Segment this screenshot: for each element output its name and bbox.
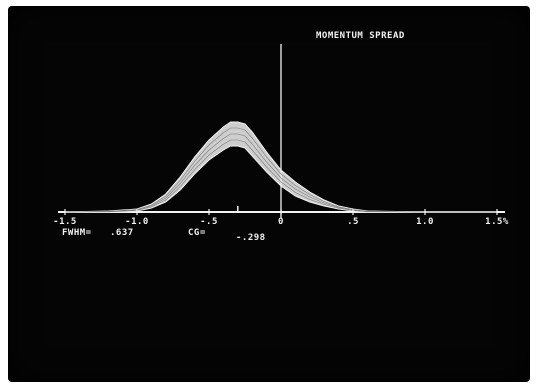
x-tick-label: 1.5% [485, 217, 509, 227]
x-tick-label: -1.5 [53, 217, 77, 227]
x-tick-label: 1.0 [416, 217, 434, 227]
cg-label: CG= [188, 228, 206, 238]
x-tick-label: 0 [278, 217, 284, 227]
crt-screen [8, 6, 530, 382]
chart-marks: -1.5 -1.0 -.5 0 .5 1.0 1.5% [53, 44, 509, 227]
sweep-trace-3 [64, 127, 497, 213]
sweep-trace-2 [64, 133, 497, 213]
sweep-trace-1 [64, 139, 497, 213]
fwhm-label: FWHM= [62, 228, 92, 238]
x-tick-label: -1.0 [125, 217, 149, 227]
distribution-band [64, 121, 497, 213]
chart-title: MOMENTUM SPREAD [316, 31, 405, 41]
fwhm-value: .637 [110, 228, 134, 238]
x-tick-label: -.5 [200, 217, 218, 227]
cg-value: -.298 [236, 233, 266, 243]
x-tick-label: .5 [347, 217, 359, 227]
